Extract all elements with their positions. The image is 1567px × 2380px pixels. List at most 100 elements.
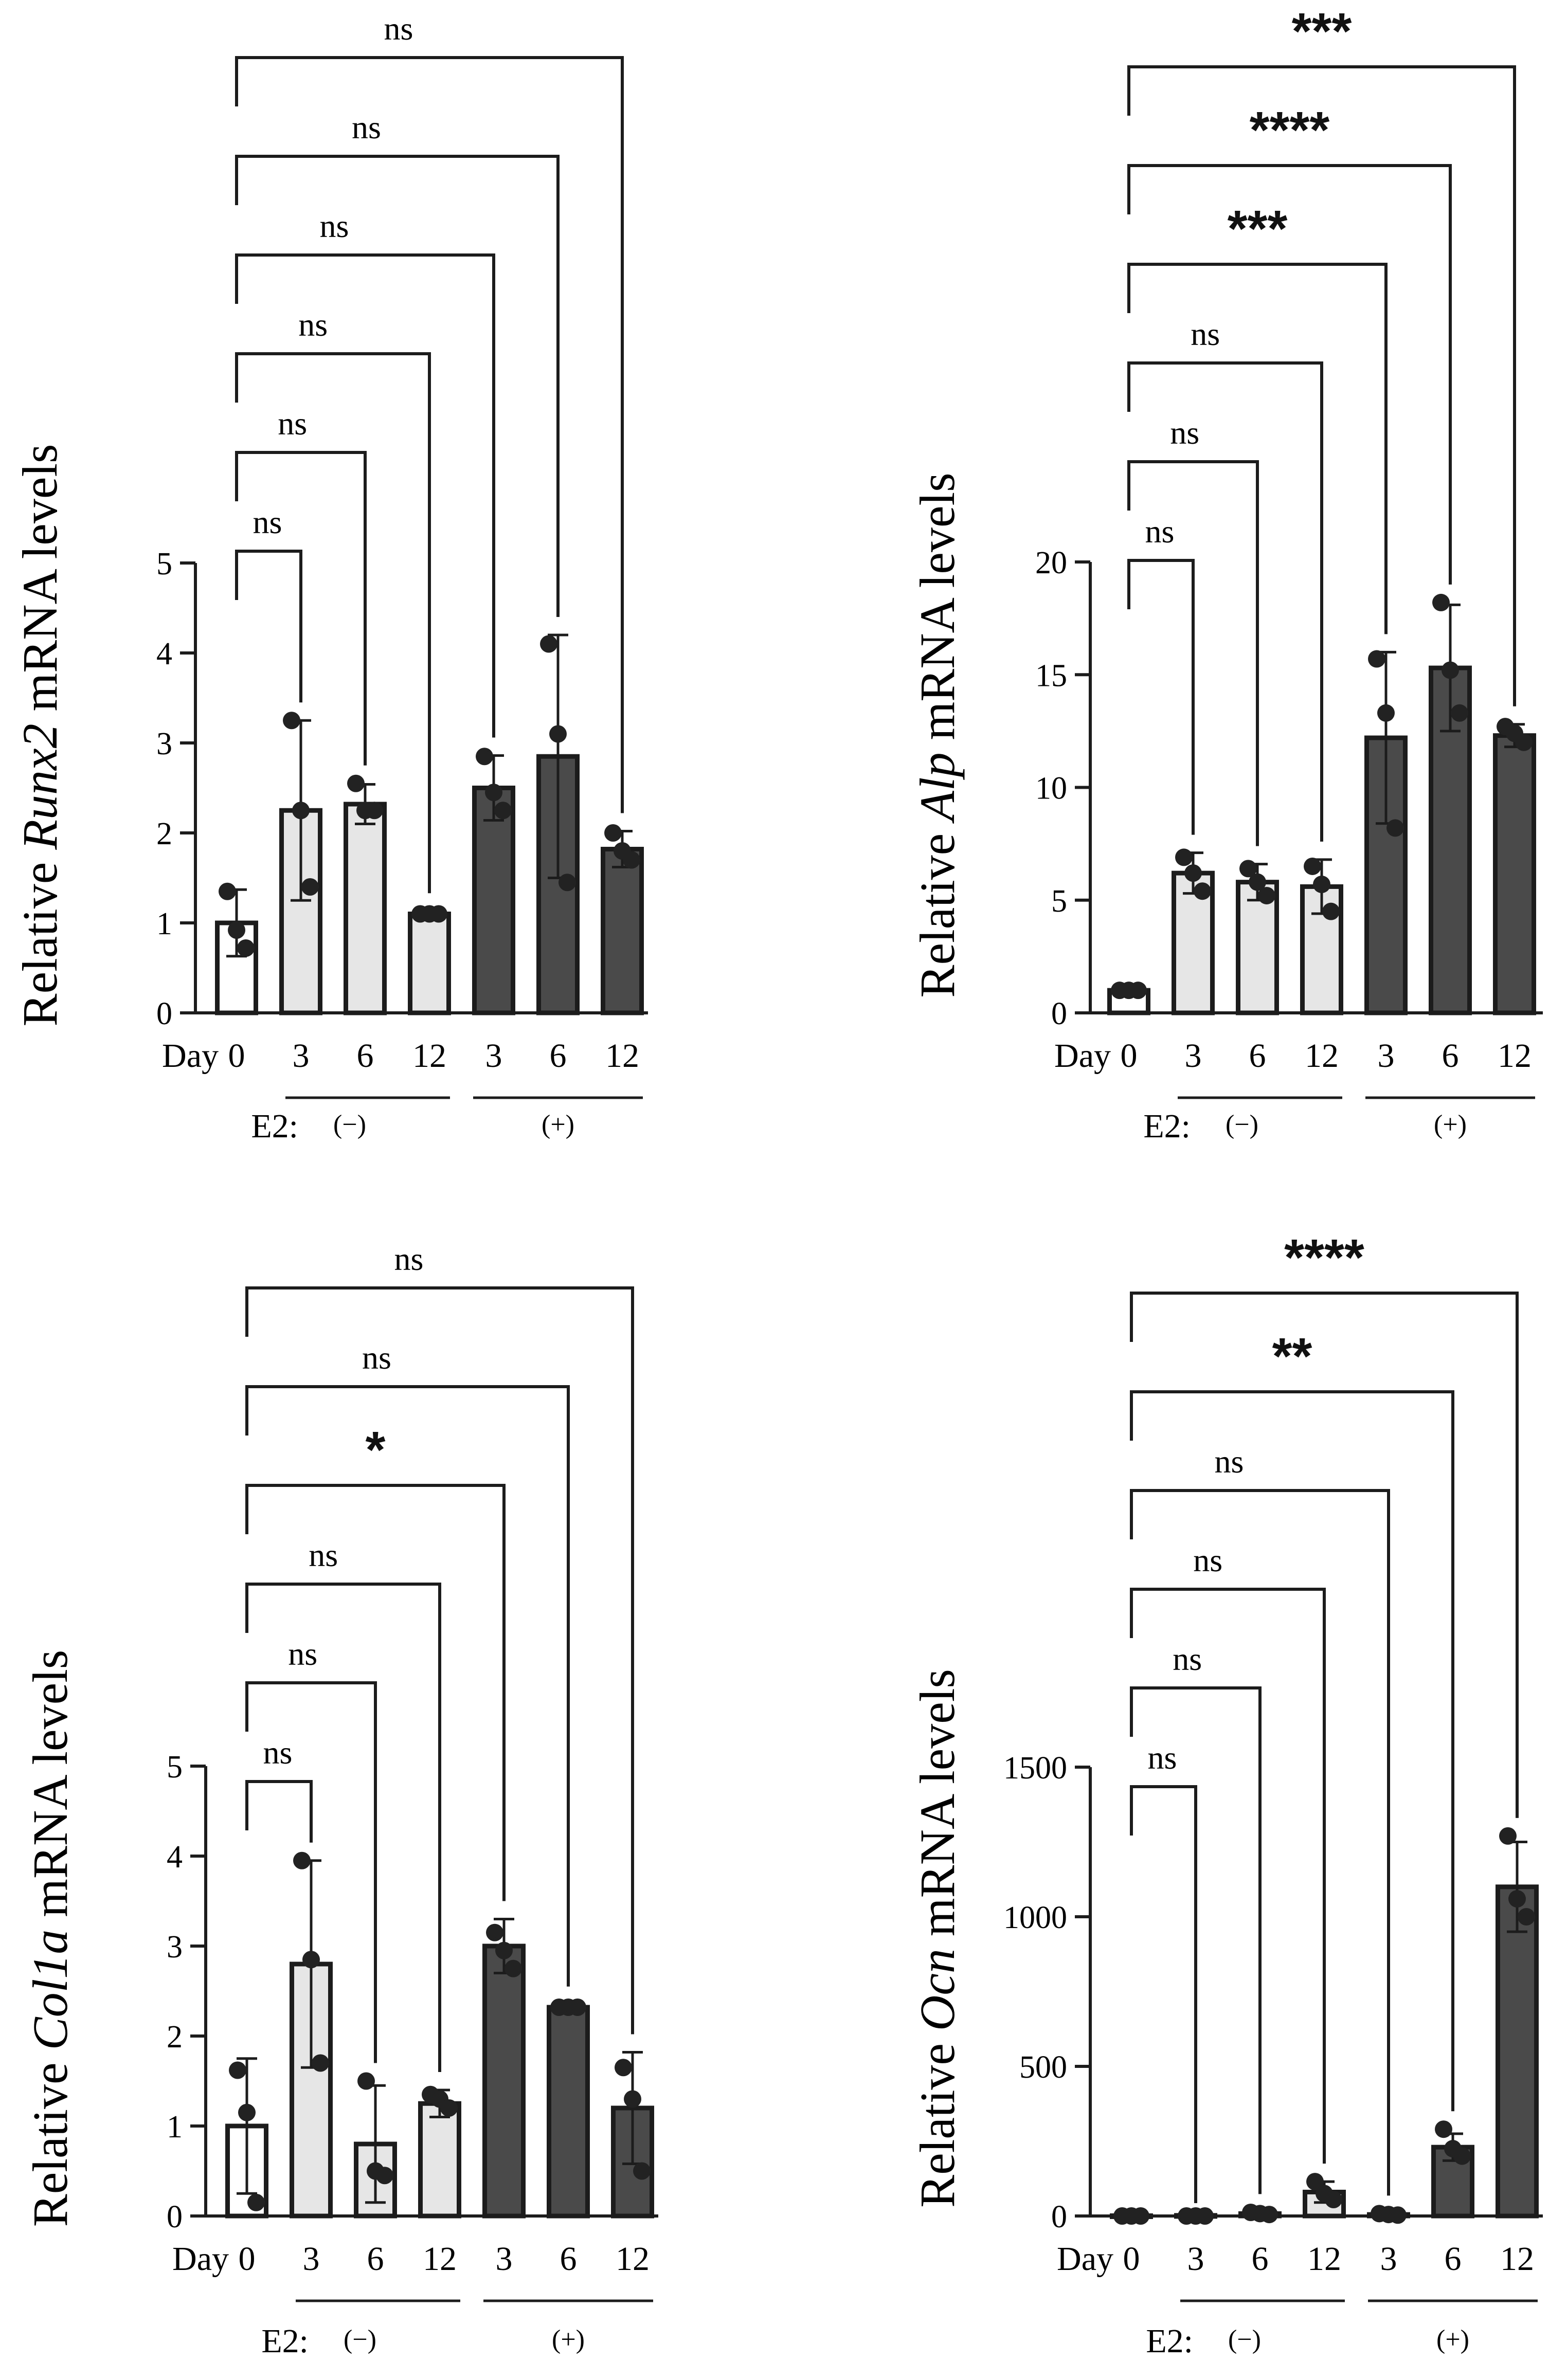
data-point [1451, 704, 1468, 722]
x-tick-label: 0 [1121, 1037, 1138, 1075]
y-tick-label: 1000 [1003, 1900, 1067, 1935]
x-tick-label: 3 [496, 2240, 513, 2278]
data-point [293, 1852, 311, 1869]
x-tick-label: 12 [605, 1037, 639, 1075]
data-point [347, 775, 365, 792]
significance-label: ns [278, 405, 307, 442]
e2-plus-label: (+) [542, 1110, 574, 1139]
significance-label: ns [298, 306, 328, 343]
y-axis-title-suffix: mRNA levels [910, 1669, 965, 1949]
data-point [1175, 848, 1193, 866]
x-tick-label: 12 [423, 2240, 457, 2278]
significance-bracket [247, 1387, 568, 1987]
e2-plus-label: (+) [1436, 2325, 1469, 2354]
bar [1498, 1887, 1537, 2216]
x-tick-label: 3 [1378, 1037, 1395, 1075]
significance-bracket [237, 354, 429, 893]
significance-label: ns [1173, 1641, 1202, 1677]
y-tick-label: 500 [1019, 2050, 1067, 2085]
y-axis-title-gene: Runx2 [12, 723, 67, 850]
data-point [549, 725, 567, 743]
y-tick-label: 2 [156, 816, 172, 851]
significance-label: **** [1250, 101, 1330, 159]
y-tick-label: 3 [156, 726, 172, 761]
significance-bracket [247, 1584, 440, 2072]
panel-alp: 0 5 10 15 20 Relative Alp mRNA levels Day 0 3 6 12… [910, 3, 1543, 1145]
x-day-label: Day [172, 2240, 229, 2278]
data-point [1194, 882, 1211, 900]
x-tick-label: 6 [357, 1037, 374, 1075]
y-tick-label: 5 [156, 547, 172, 582]
y-axis-title: Relative Alp mRNA levels [910, 473, 965, 997]
data-point [1368, 650, 1385, 668]
bar [485, 1946, 524, 2216]
significance-bracket [1131, 1589, 1324, 2164]
y-axis-title: Relative Col1a mRNA levels [23, 1650, 78, 2227]
y-axis-title-prefix: Relative [23, 2050, 78, 2227]
data-point [1304, 858, 1321, 875]
x-tick-label: 3 [1185, 1037, 1202, 1075]
significance-bracket [1129, 166, 1450, 585]
significance-bracket [247, 1782, 311, 1843]
data-point [302, 1951, 320, 1968]
significance-label: *** [1292, 3, 1352, 60]
y-tick-label: 0 [1051, 996, 1067, 1031]
x-tick-label: 12 [1307, 2240, 1341, 2278]
y-tick-label: 1 [156, 906, 172, 941]
y-axis-title-suffix: mRNA levels [23, 1650, 78, 1930]
data-point [1260, 2206, 1278, 2223]
x-tick-label: 3 [1380, 2240, 1397, 2278]
figure-canvas: 012345Relative Runx2 mRNA levelsDay 0 3 6 12… [0, 0, 1567, 2380]
data-point [623, 851, 640, 869]
x-day-label: Day [1057, 2240, 1113, 2278]
y-tick-label: 20 [1035, 546, 1067, 580]
e2-minus-label: (−) [1228, 2325, 1261, 2354]
y-tick-label: 4 [167, 1840, 183, 1875]
significance-label: ns [1145, 513, 1175, 550]
data-point [1518, 1908, 1535, 1925]
data-point [237, 939, 255, 957]
y-tick-label: 10 [1035, 771, 1067, 806]
y-axis-title-gene: Col1a [23, 1930, 78, 2050]
e2-minus-label: (−) [1226, 1110, 1258, 1139]
significance-label: ns [1215, 1443, 1244, 1480]
y-axis-title-prefix: Relative [910, 2031, 965, 2208]
y-tick-label: 4 [156, 637, 172, 671]
y-tick-label: 0 [156, 996, 172, 1031]
data-point [1196, 2207, 1214, 2225]
bar [549, 2007, 588, 2216]
x-tick-label: 6 [1445, 2240, 1462, 2278]
data-point [1386, 819, 1404, 837]
significance-label: ns [394, 1241, 424, 1277]
data-point [1258, 887, 1275, 904]
data-point [1313, 876, 1330, 893]
y-tick-label: 3 [167, 1930, 183, 1965]
data-point [1515, 734, 1533, 751]
data-point [301, 878, 319, 896]
y-tick-label: 2 [167, 2020, 183, 2055]
x-tick-label: 3 [1187, 2240, 1204, 2278]
data-point [540, 635, 557, 653]
data-point [486, 1924, 503, 1941]
data-point [1129, 982, 1147, 999]
x-tick-label: 12 [1500, 2240, 1534, 2278]
significance-label: ns [352, 109, 381, 146]
data-point [485, 784, 502, 801]
data-point [604, 824, 622, 842]
x-tick-label: 0 [228, 1037, 245, 1075]
data-point [1389, 2206, 1407, 2224]
x-tick-label: 3 [303, 2240, 320, 2278]
significance-bracket [1129, 560, 1193, 835]
x-tick-label: 3 [293, 1037, 310, 1075]
data-point [219, 883, 236, 900]
data-point [228, 921, 245, 939]
significance-label: ns [1193, 1542, 1222, 1578]
x-day-label: Day [162, 1037, 219, 1075]
y-axis-title: Relative Ocn mRNA levels [910, 1669, 965, 2208]
x-day-label: Day [1054, 1037, 1111, 1075]
x-tick-label: 6 [550, 1037, 567, 1075]
data-point [430, 905, 447, 923]
data-point [624, 2091, 641, 2108]
e2-minus-label: (−) [344, 2325, 376, 2354]
